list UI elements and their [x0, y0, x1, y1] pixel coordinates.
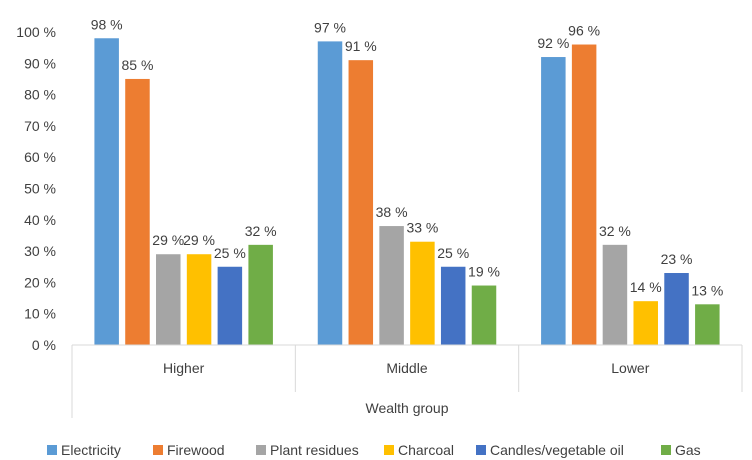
legend-label: Candles/vegetable oil [490, 442, 624, 458]
data-label: 19 % [468, 264, 500, 280]
y-tick-label: 100 % [16, 24, 56, 40]
data-label: 38 % [376, 204, 408, 220]
bar [695, 304, 720, 345]
legend-label: Gas [675, 442, 701, 458]
data-label: 85 % [122, 57, 154, 73]
legend-label: Charcoal [398, 442, 454, 458]
bar [440, 266, 466, 345]
data-label: 97 % [314, 19, 346, 35]
x-axis-title: Wealth group [365, 400, 448, 416]
bar [186, 254, 212, 345]
bar [379, 226, 404, 345]
bar [602, 244, 628, 345]
y-tick-label: 30 % [24, 243, 56, 259]
data-labels: 98 %85 %29 %29 %25 %32 %97 %91 %38 %33 %… [91, 16, 724, 298]
legend-label: Firewood [167, 442, 225, 458]
y-tick-label: 10 % [24, 306, 56, 322]
bar [248, 244, 273, 345]
legend: Electricity Firewood Plant residues Charcoa… [47, 442, 701, 458]
data-label: 98 % [91, 16, 123, 32]
category-label: Middle [386, 360, 427, 376]
bar [156, 254, 181, 345]
bar [541, 57, 566, 345]
legend-swatch [256, 445, 266, 455]
legend-swatch [153, 445, 163, 455]
y-tick-label: 50 % [24, 181, 56, 197]
legend-label: Electricity [61, 442, 121, 458]
legend-label: Plant residues [270, 442, 359, 458]
data-label: 29 % [183, 232, 215, 248]
data-label: 29 % [152, 232, 184, 248]
y-tick-label: 20 % [24, 274, 56, 290]
category-label: Lower [611, 360, 649, 376]
data-label: 25 % [214, 245, 246, 261]
y-tick-label: 80 % [24, 87, 56, 103]
bar [664, 273, 689, 345]
data-label: 92 % [537, 35, 569, 51]
bar [571, 44, 597, 346]
y-tick-label: 0 % [32, 337, 56, 353]
bar [217, 266, 243, 345]
data-label: 96 % [568, 23, 600, 39]
y-tick-label: 40 % [24, 212, 56, 228]
category-label: Higher [163, 360, 205, 376]
data-label: 13 % [691, 282, 723, 298]
y-tick-label: 90 % [24, 55, 56, 71]
bar [471, 285, 497, 345]
legend-swatch [661, 445, 671, 455]
y-axis: 0 % 10 % 20 % 30 % 40 % 50 % 60 % 70 % 80 % 90 % 1… [16, 24, 56, 353]
bar [348, 60, 374, 346]
legend-swatch [47, 445, 57, 455]
data-label: 23 % [661, 251, 693, 267]
bar [94, 38, 119, 345]
data-label: 32 % [245, 223, 277, 239]
y-tick-label: 60 % [24, 149, 56, 165]
bar [633, 301, 658, 345]
legend-swatch [476, 445, 486, 455]
data-label: 14 % [630, 279, 662, 295]
bars [94, 38, 720, 346]
bar [410, 241, 435, 345]
data-label: 25 % [437, 245, 469, 261]
x-axis: Higher Middle Lower [71, 344, 743, 418]
bar [125, 78, 150, 345]
bar [317, 41, 343, 345]
data-label: 91 % [345, 38, 377, 54]
data-label: 32 % [599, 223, 631, 239]
data-label: 33 % [406, 220, 438, 236]
legend-swatch [384, 445, 394, 455]
y-tick-label: 70 % [24, 118, 56, 134]
